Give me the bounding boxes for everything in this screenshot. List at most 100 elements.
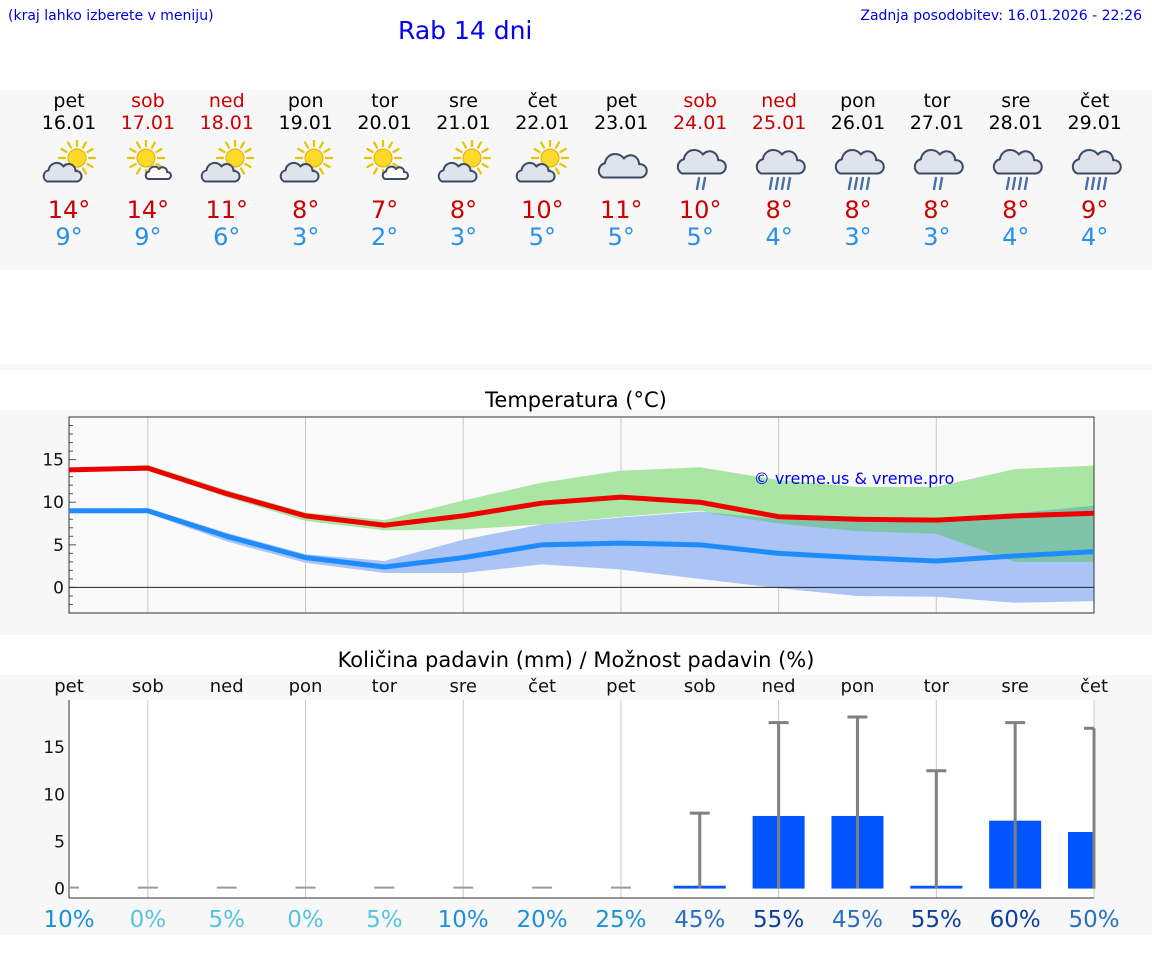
watermark: © vreme.us & vreme.pro [754, 469, 955, 488]
day-name: tor [923, 90, 951, 112]
y-tick-label: 15 [42, 451, 64, 471]
sun-disc [540, 148, 560, 168]
day-label: ned [762, 676, 796, 697]
sun-ray [533, 147, 542, 154]
rain-drop [938, 176, 944, 190]
rain-drop [847, 176, 853, 190]
sun-ray [555, 167, 561, 175]
sun-ray [60, 147, 68, 154]
precip-probability: 5% [366, 907, 403, 933]
precip-probability: 5% [208, 907, 245, 933]
temp-max: 11° [600, 196, 643, 224]
location-note[interactable]: (kraj lahko izberete v meniju) [8, 8, 214, 24]
day-column: sre 28.01 8° 4° [976, 90, 1056, 250]
temp-min: 3° [449, 223, 478, 251]
temp-max: 8° [844, 196, 872, 224]
y-tick-label: 10 [42, 493, 64, 513]
sun-disc [136, 148, 156, 168]
rain-drop [1005, 176, 1010, 190]
cloud-icon [598, 152, 648, 179]
cloud-shape [279, 161, 320, 183]
temperature-chart-title: Temperatura (°C) [485, 388, 667, 412]
precip-probability: 20% [517, 907, 568, 933]
precip-probability: 60% [990, 907, 1041, 933]
sun-ray [239, 141, 245, 149]
precipitation-chart: pet sob ned pon tor sre čet pet sob ned pon tor sre č… [43, 676, 1119, 933]
temp-max: 14° [126, 196, 170, 224]
cloud-shape [913, 148, 964, 175]
sun-ray [559, 162, 568, 169]
precip-probability: 0% [287, 907, 324, 933]
day-date: 19.01 [278, 112, 333, 134]
rain-drop [1023, 176, 1028, 190]
sun-ray [480, 147, 489, 154]
precip-probability: 45% [674, 907, 725, 933]
sun-ray [322, 162, 331, 169]
rain-drop [1090, 176, 1095, 190]
day-date: 23.01 [594, 112, 649, 134]
temp-max: 8° [292, 196, 320, 224]
sun-ray [461, 141, 467, 149]
temp-max: 8° [1002, 196, 1030, 224]
y-tick-label: 15 [43, 738, 65, 758]
sun-ray [224, 141, 230, 149]
sun-ray [322, 147, 331, 154]
sun-ray [218, 147, 226, 154]
day-date: 24.01 [672, 112, 728, 134]
cloud-shape [42, 161, 83, 183]
day-date: 22.01 [515, 112, 570, 134]
temp-max: 7° [370, 196, 399, 224]
day-date: 17.01 [120, 112, 176, 134]
rain-icon [992, 148, 1043, 190]
rain-drop [786, 176, 792, 190]
day-column: tor 27.01 8° 3° [897, 90, 977, 250]
day-label: pon [289, 676, 323, 697]
temp-max: 14° [47, 196, 91, 224]
day-column: ned 18.01 11° 6° [187, 90, 267, 250]
sun-ray [129, 147, 137, 154]
day-label: ned [210, 676, 244, 697]
min-temp-line [69, 508, 1095, 570]
sun-ray [540, 141, 546, 149]
temp-max: 11° [205, 196, 249, 224]
sun-ray [318, 167, 324, 175]
temp-min: 4° [765, 223, 793, 251]
cloud-shape [437, 161, 478, 183]
sun-ray [135, 141, 141, 149]
divider [0, 364, 1152, 370]
precip-probability: 0% [130, 907, 167, 933]
sun-ray [372, 141, 378, 149]
day-label: sob [132, 676, 164, 697]
sun-ray [135, 167, 141, 175]
sun-ray [387, 141, 393, 149]
precip-probability: 50% [1068, 907, 1119, 933]
y-tick-label: 0 [53, 578, 64, 598]
day-name: pet [605, 90, 637, 112]
sun-small-cloud-icon [363, 140, 409, 180]
y-tick-label: 5 [54, 832, 65, 852]
day-column: čet 29.01 9° 4° [1055, 90, 1135, 250]
day-column: tor 20.01 7° 2° [345, 90, 425, 250]
cloud-shape [992, 148, 1043, 175]
rain-drop [768, 176, 774, 190]
sun-ray [559, 147, 568, 154]
partly-sunny-icon [437, 140, 491, 183]
temp-min: 4° [1002, 223, 1030, 251]
last-update: Zadnja posodobitev: 16.01.2026 - 22:26 [860, 8, 1142, 24]
day-name: tor [371, 90, 399, 112]
min-range-band [69, 505, 1094, 603]
sun-disc [373, 148, 393, 168]
rain-icon [1071, 148, 1122, 190]
precip-probability: 45% [832, 907, 883, 933]
partly-sunny-icon [200, 140, 254, 183]
cloud-shape [755, 148, 806, 175]
day-date: 20.01 [357, 112, 412, 134]
sun-disc [462, 148, 481, 168]
rain-drop [780, 176, 786, 190]
day-column: sre 21.01 8° 3° [424, 90, 504, 250]
day-label: sre [1001, 676, 1028, 697]
precip-probability: 25% [595, 907, 646, 933]
sun-ray [66, 141, 73, 149]
rain-drop [865, 176, 871, 190]
sun-ray [244, 147, 252, 154]
